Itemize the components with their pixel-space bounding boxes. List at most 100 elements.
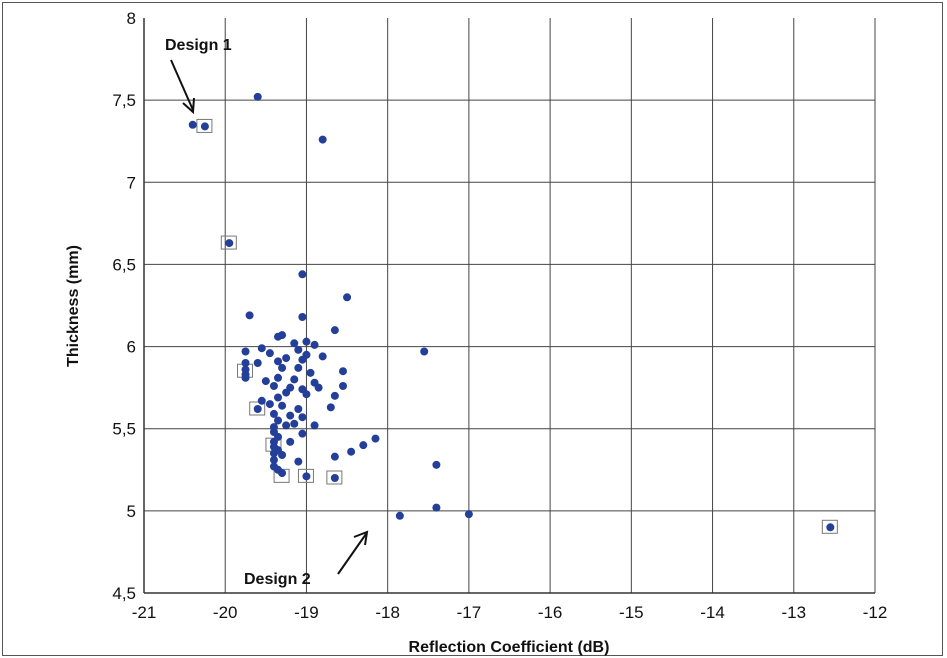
data-point [188,120,197,129]
data-point [269,382,278,390]
data-point [359,441,368,450]
data-point [826,523,835,532]
x-tick-label: -18 [375,603,400,622]
data-points [188,92,835,532]
highlight-box [326,470,343,485]
data-point [241,359,250,367]
grid [144,18,876,593]
data-point [274,416,283,425]
arrow-design-2 [337,530,369,575]
data-point [269,449,278,458]
data-point [253,359,262,367]
annotation-design-2: Design 2 [244,571,311,588]
data-point [257,344,266,353]
data-point [245,311,254,320]
data-point [395,511,404,520]
data-point [257,396,266,405]
data-point [290,375,299,384]
data-point [343,293,352,302]
x-tick-label: -13 [781,603,806,622]
data-point [278,401,287,410]
data-point [274,357,283,366]
data-point [282,388,291,397]
data-point [269,409,278,418]
y-tick-label: 5 [127,502,136,521]
data-point [464,510,473,519]
data-point [286,437,295,446]
data-point [274,373,283,382]
x-tick-label: -15 [619,603,644,622]
highlight-boxes [196,118,838,534]
y-axis-label: Thickness (mm) [65,245,82,367]
data-point [294,457,303,466]
y-tick-label: 6 [127,338,136,357]
y-tick-label: 7 [127,173,136,192]
x-axis-label: Reflection Coefficient (dB) [409,639,610,656]
data-point [282,354,291,363]
x-tick-label: -12 [863,603,888,622]
data-point [338,382,347,390]
x-tick-label: -20 [213,603,238,622]
x-tick-label: -14 [700,603,725,622]
x-tick-label: -16 [538,603,563,622]
x-tick-label: -19 [294,603,319,622]
data-point [241,347,250,356]
data-point [310,340,319,349]
data-point [278,363,287,372]
data-point [278,469,287,478]
data-point [290,339,299,348]
highlight-box [249,401,266,416]
arrow-design-1 [170,59,195,115]
y-tick-label: 5,5 [112,420,136,439]
x-tick-label: -21 [132,603,157,622]
data-point [318,352,327,361]
data-point [261,377,270,386]
highlight-box [297,468,314,483]
data-point [225,239,234,248]
data-point [298,413,307,422]
y-tick-label: 7,5 [112,91,136,110]
data-point [326,403,335,412]
data-point [306,368,315,377]
data-point [314,383,323,392]
data-point [347,447,356,456]
data-point [298,355,307,364]
data-point [432,503,441,512]
x-tick-label: -17 [457,603,482,622]
data-point [420,347,429,356]
data-point [290,419,299,428]
data-point [286,411,295,420]
highlight-box [196,118,213,133]
data-point [253,405,262,413]
y-tick-label: 8 [127,9,136,28]
data-point [282,421,291,430]
y-tick-label: 6,5 [112,255,136,274]
data-point [200,122,209,131]
data-point [265,349,274,358]
data-point [269,455,278,464]
tick-labels: -21 -20 -19 -18 -17 -16 -15 -14 -13 -12 4,5 5 5,5 6 6,… [112,9,887,622]
data-point [294,405,303,413]
data-point [274,393,283,402]
highlight-box [220,235,237,250]
data-point [265,400,274,409]
data-point [253,92,262,101]
data-point [278,451,287,459]
data-point [274,332,283,341]
data-point [302,337,311,346]
data-point [330,391,339,400]
data-point [338,367,347,376]
y-tick-label: 4,5 [112,584,136,603]
data-point [298,270,307,279]
data-point [432,460,441,469]
data-point [310,421,319,430]
data-point [330,326,339,335]
data-point [302,390,311,399]
data-point [294,363,303,372]
data-point [298,429,307,438]
data-point [294,345,303,354]
data-point [371,434,380,443]
data-point [330,452,339,461]
